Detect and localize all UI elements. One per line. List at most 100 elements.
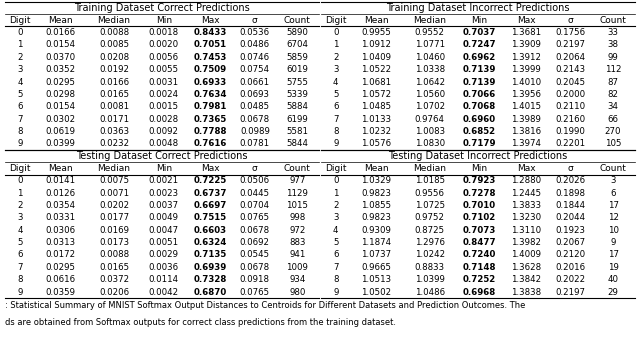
Text: Mean: Mean: [364, 16, 388, 25]
Text: 0.7616: 0.7616: [193, 139, 227, 148]
Text: 0.7240: 0.7240: [463, 250, 497, 259]
Text: 0: 0: [333, 176, 339, 185]
Text: 0.0028: 0.0028: [148, 115, 179, 124]
Text: 0.6852: 0.6852: [463, 127, 496, 136]
Text: 0.0619: 0.0619: [45, 127, 76, 136]
Text: 0.7509: 0.7509: [194, 65, 227, 74]
Text: 0.0042: 0.0042: [148, 287, 179, 297]
Text: 0.6939: 0.6939: [193, 263, 227, 272]
Text: 0.7328: 0.7328: [193, 275, 227, 284]
Text: 0.1990: 0.1990: [556, 127, 586, 136]
Text: 0.0616: 0.0616: [45, 275, 76, 284]
Text: Min: Min: [156, 164, 172, 173]
Text: 1.0185: 1.0185: [415, 176, 445, 185]
Text: 934: 934: [289, 275, 305, 284]
Text: 0.0661: 0.0661: [240, 78, 270, 87]
Text: 1.0737: 1.0737: [362, 250, 392, 259]
Text: 1.3974: 1.3974: [511, 139, 541, 148]
Text: Min: Min: [156, 16, 172, 25]
Text: Median: Median: [413, 164, 446, 173]
Text: 8: 8: [333, 275, 339, 284]
Text: 0.0154: 0.0154: [45, 40, 76, 50]
Text: 0.0092: 0.0092: [149, 127, 179, 136]
Text: 0.0141: 0.0141: [45, 176, 76, 185]
Text: 0.0306: 0.0306: [45, 226, 76, 235]
Text: 0.7453: 0.7453: [193, 53, 227, 62]
Text: Count: Count: [284, 16, 310, 25]
Text: 5339: 5339: [286, 90, 308, 99]
Text: 9: 9: [333, 287, 339, 297]
Text: 0.0692: 0.0692: [240, 238, 270, 247]
Text: 0.7010: 0.7010: [463, 201, 496, 210]
Text: σ: σ: [252, 16, 258, 25]
Text: Max: Max: [516, 164, 536, 173]
Text: 941: 941: [289, 250, 305, 259]
Text: 0.7278: 0.7278: [463, 189, 497, 198]
Text: Training Dataset Incorrect Predictions: Training Dataset Incorrect Predictions: [386, 3, 570, 13]
Text: 0.0781: 0.0781: [240, 139, 270, 148]
Text: 0.0036: 0.0036: [148, 263, 179, 272]
Text: 1.0572: 1.0572: [362, 90, 392, 99]
Text: 0.0081: 0.0081: [99, 102, 129, 111]
Text: 0.1923: 0.1923: [556, 226, 586, 235]
Text: 1.2445: 1.2445: [511, 189, 541, 198]
Text: 29: 29: [607, 287, 618, 297]
Text: 0.0352: 0.0352: [45, 65, 76, 74]
Text: 977: 977: [289, 176, 305, 185]
Text: 0.0169: 0.0169: [99, 226, 129, 235]
Text: 0: 0: [17, 28, 22, 37]
Text: 0.0746: 0.0746: [240, 53, 270, 62]
Text: 0.7068: 0.7068: [463, 102, 496, 111]
Text: Training Dataset Correct Predictions: Training Dataset Correct Predictions: [74, 3, 250, 13]
Text: : Statistical Summary of MNIST Softmax Output Distances to Centroids for Differe: : Statistical Summary of MNIST Softmax O…: [5, 301, 525, 310]
Text: Count: Count: [284, 164, 310, 173]
Text: 1.0681: 1.0681: [362, 78, 392, 87]
Text: 0.2143: 0.2143: [556, 65, 586, 74]
Text: 0.7037: 0.7037: [463, 28, 497, 37]
Text: 9: 9: [17, 287, 22, 297]
Text: 0.7225: 0.7225: [193, 176, 227, 185]
Text: 0.6324: 0.6324: [193, 238, 227, 247]
Text: 3: 3: [611, 176, 616, 185]
Text: 0.0085: 0.0085: [99, 40, 129, 50]
Text: 82: 82: [607, 90, 619, 99]
Text: 3: 3: [333, 65, 339, 74]
Text: 0.0020: 0.0020: [148, 40, 179, 50]
Text: 0.0024: 0.0024: [148, 90, 179, 99]
Text: 1: 1: [17, 189, 22, 198]
Text: Digit: Digit: [325, 16, 346, 25]
Text: 1.3999: 1.3999: [511, 65, 541, 74]
Text: 0.0114: 0.0114: [148, 275, 179, 284]
Text: 1.0771: 1.0771: [415, 40, 445, 50]
Text: 0.2045: 0.2045: [556, 78, 586, 87]
Text: 0.0313: 0.0313: [45, 238, 76, 247]
Text: Median: Median: [97, 16, 131, 25]
Text: 1.2976: 1.2976: [415, 238, 445, 247]
Text: 4: 4: [17, 226, 22, 235]
Text: 0.0047: 0.0047: [148, 226, 179, 235]
Text: 0.0678: 0.0678: [240, 115, 270, 124]
Text: 0.0048: 0.0048: [148, 139, 179, 148]
Text: 0.0399: 0.0399: [45, 139, 76, 148]
Text: 5: 5: [333, 90, 339, 99]
Text: 0.0232: 0.0232: [99, 139, 129, 148]
Text: 0.0536: 0.0536: [240, 28, 270, 37]
Text: σ: σ: [252, 164, 258, 173]
Text: 270: 270: [605, 127, 621, 136]
Text: Max: Max: [516, 16, 536, 25]
Text: 0.8833: 0.8833: [415, 263, 445, 272]
Text: 5890: 5890: [286, 28, 308, 37]
Text: 5884: 5884: [286, 102, 308, 111]
Text: 0.8477: 0.8477: [463, 238, 497, 247]
Text: 0.0363: 0.0363: [99, 127, 129, 136]
Text: 1.0560: 1.0560: [415, 90, 445, 99]
Text: 1.0522: 1.0522: [362, 65, 392, 74]
Text: 0.9823: 0.9823: [362, 213, 392, 222]
Text: 883: 883: [289, 238, 305, 247]
Text: 0.7247: 0.7247: [463, 40, 497, 50]
Text: 40: 40: [607, 275, 619, 284]
Text: 1.3956: 1.3956: [511, 90, 541, 99]
Text: 12: 12: [607, 213, 619, 222]
Text: 0.1756: 0.1756: [556, 28, 586, 37]
Text: 0.0166: 0.0166: [99, 78, 129, 87]
